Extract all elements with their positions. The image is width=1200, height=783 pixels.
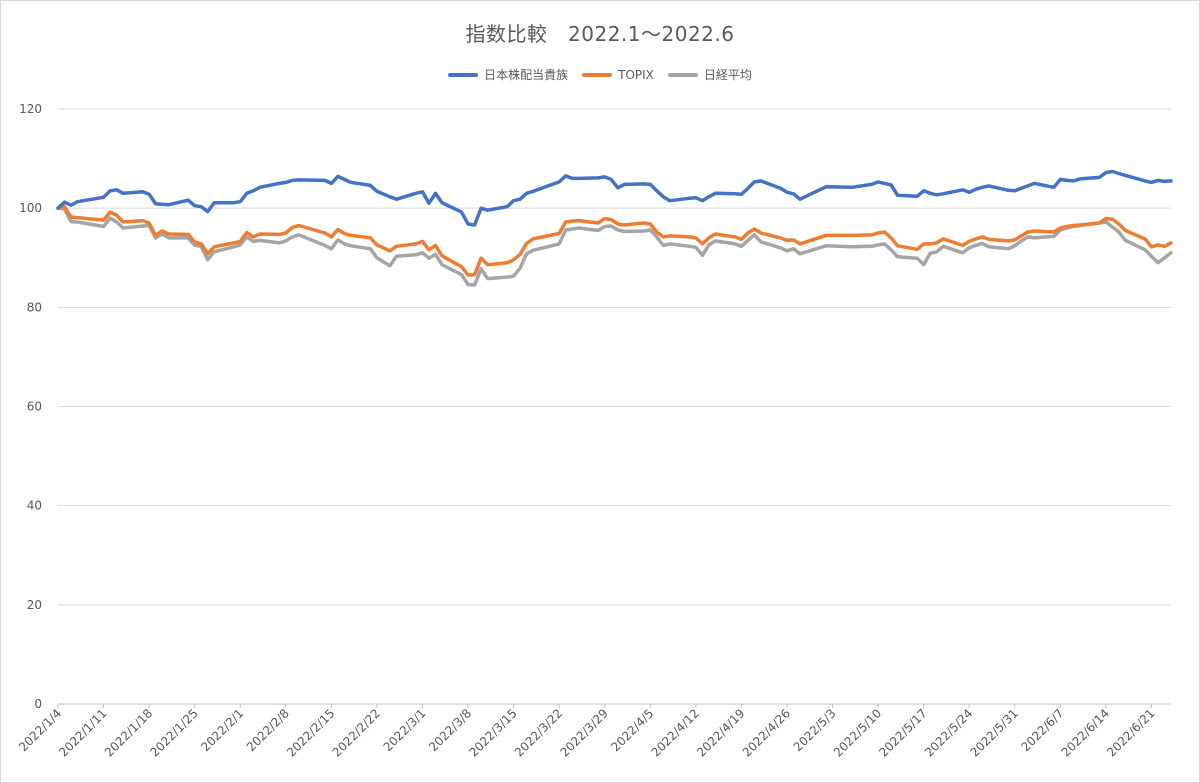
y-tick-label: 40 (27, 499, 42, 513)
series-lines (56, 169, 1173, 287)
series-line-topix (56, 204, 1173, 277)
x-tick-label: 2022/3/1 (381, 706, 429, 754)
legend-item-dividend-aristocrats: 日本株配当貴族 (448, 66, 568, 83)
x-tick-label: 2022/3/22 (512, 706, 565, 759)
x-tick-label: 2022/2/1 (198, 706, 246, 754)
legend-label-dividend-aristocrats: 日本株配当貴族 (484, 68, 569, 82)
x-tick-label: 2022/4/5 (608, 706, 656, 754)
x-tick-label: 2022/6/7 (1018, 706, 1066, 754)
legend-swatch-dividend-aristocrats (448, 72, 479, 77)
y-tick-label: 100 (19, 201, 42, 215)
legend-label-nikkei: 日経平均 (703, 68, 752, 82)
series-line-dividend-aristocrats (56, 169, 1173, 227)
chart-title: 指数比較 2022.1～2022.6 (465, 22, 735, 46)
x-tick-label: 2022/1/4 (16, 706, 64, 754)
x-axis-ticks: 2022/1/42022/1/112022/1/182022/1/252022/… (16, 704, 1158, 760)
y-tick-label: 20 (27, 598, 42, 612)
gridlines (58, 108, 1171, 705)
chart-legend: 日本株配当貴族 TOPIX 日経平均 (0, 66, 1200, 83)
x-tick-label: 2022/1/11 (56, 706, 109, 759)
x-tick-label: 2022/5/10 (831, 706, 884, 759)
series-line-nikkei (56, 206, 1173, 287)
x-tick-label: 2022/6/21 (1104, 706, 1157, 759)
x-tick-label: 2022/6/14 (1059, 706, 1112, 759)
y-tick-label: 60 (27, 400, 42, 414)
x-tick-label: 2022/4/19 (694, 706, 747, 759)
x-tick-label: 2022/5/17 (876, 706, 929, 759)
x-tick-label: 2022/2/15 (284, 706, 337, 759)
legend-item-nikkei: 日経平均 (667, 66, 752, 83)
x-tick-label: 2022/3/29 (557, 706, 610, 759)
legend-item-topix: TOPIX (582, 66, 654, 83)
x-tick-label: 2022/4/26 (740, 706, 793, 759)
x-tick-label: 2022/3/8 (426, 706, 474, 754)
x-tick-label: 2022/5/24 (922, 706, 975, 759)
legend-swatch-nikkei (667, 72, 698, 77)
legend-swatch-topix (582, 72, 613, 77)
x-tick-label: 2022/1/25 (147, 706, 200, 759)
y-tick-label: 120 (19, 102, 42, 116)
x-tick-label: 2022/2/8 (244, 706, 292, 754)
y-tick-label: 0 (34, 697, 42, 711)
legend-label-topix: TOPIX (618, 67, 654, 82)
x-tick-label: 2022/4/12 (649, 706, 702, 759)
x-tick-label: 2022/5/3 (791, 706, 839, 754)
y-axis-ticks: 0 20 40 60 80 100 120 (19, 102, 42, 711)
x-tick-label: 2022/2/22 (330, 706, 383, 759)
x-tick-label: 2022/1/18 (102, 706, 155, 759)
x-tick-label: 2022/3/15 (466, 706, 519, 759)
x-tick-label: 2022/5/31 (968, 706, 1021, 759)
y-tick-label: 80 (27, 300, 42, 314)
